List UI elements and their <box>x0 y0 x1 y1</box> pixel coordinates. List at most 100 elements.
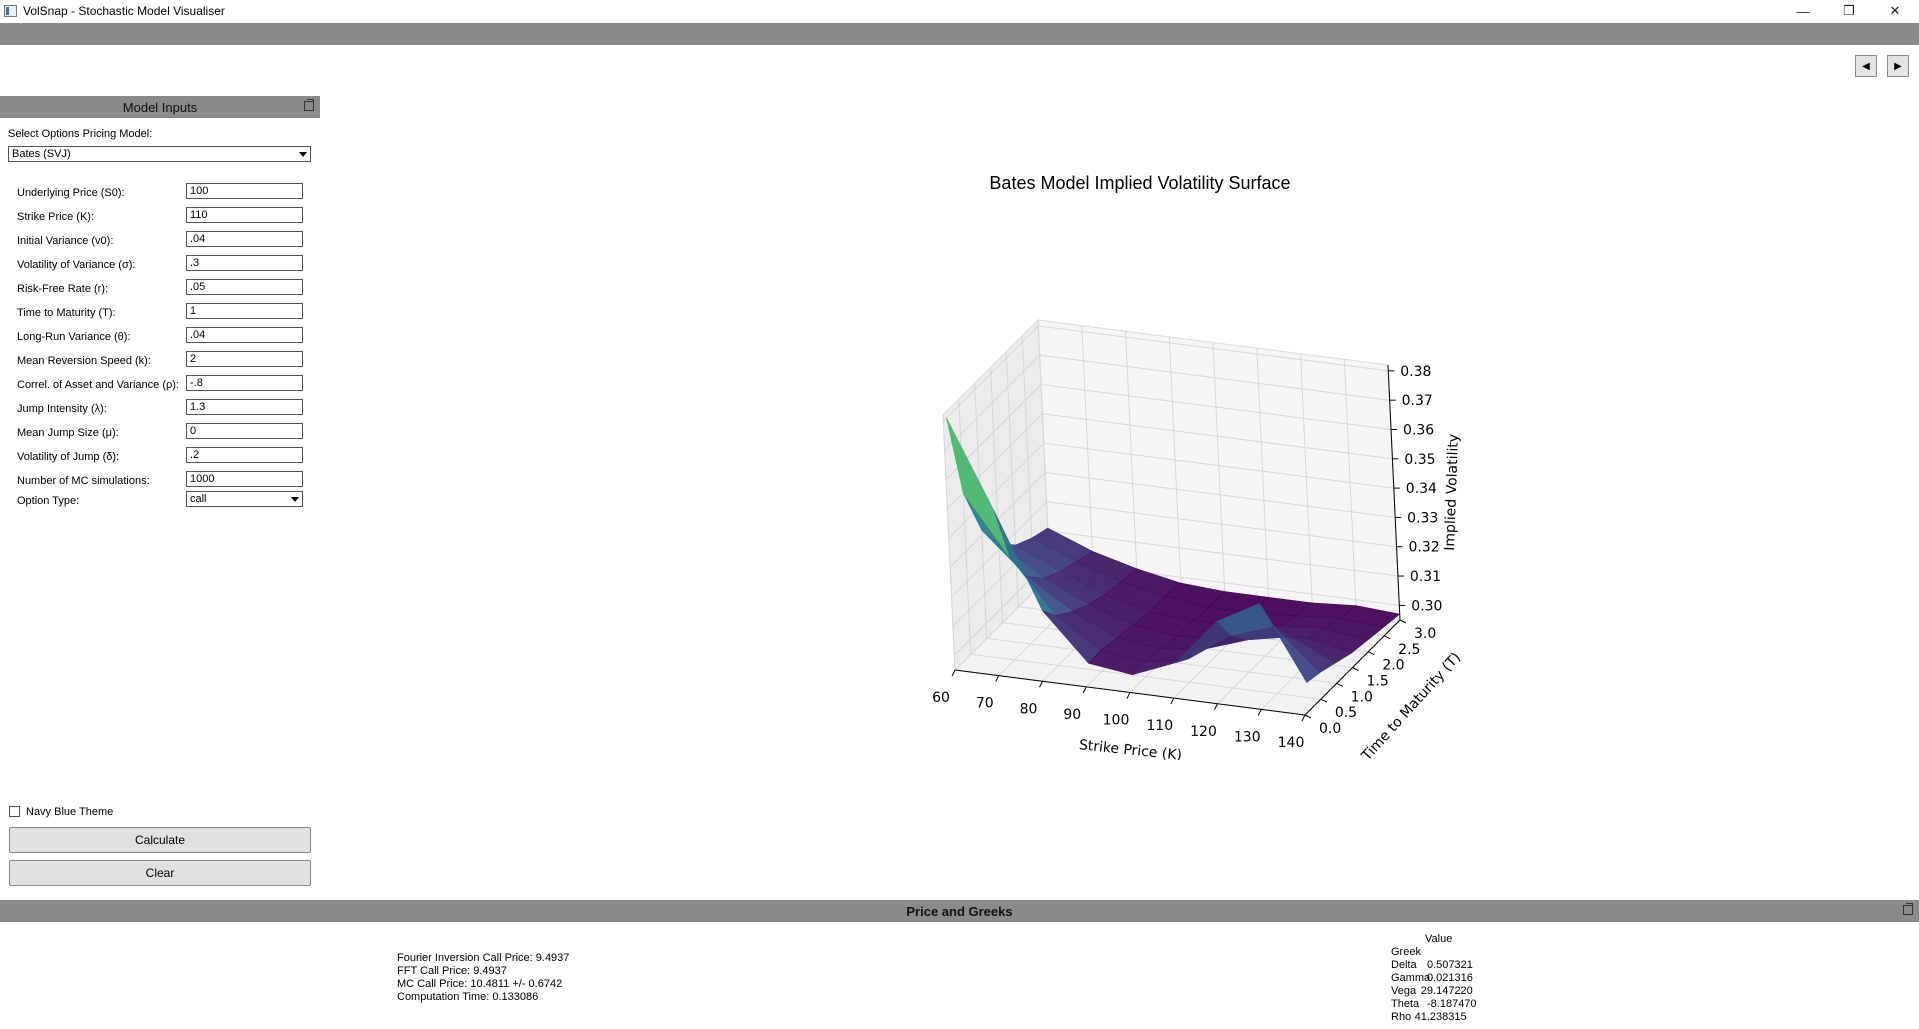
param-label: Time to Maturity (T): <box>17 307 116 319</box>
y-tick-label: 3.0 <box>1414 626 1436 642</box>
z-gridline <box>947 413 1393 510</box>
param-input[interactable]: 1000 <box>186 471 303 487</box>
chevron-down-icon <box>299 152 307 157</box>
param-label: Initial Variance (v0): <box>17 235 114 247</box>
y-tick <box>1336 682 1343 687</box>
z-gridline <box>944 354 1390 451</box>
x-tick <box>995 675 1000 682</box>
z-axis-label: Implied Volatility <box>1442 434 1462 551</box>
param-input[interactable]: 1 <box>186 303 303 319</box>
greek-value: 0.021316 <box>1427 972 1473 984</box>
x-tick-label: 100 <box>1103 713 1130 729</box>
option-type-select[interactable]: call <box>186 491 303 507</box>
x-tick <box>1214 703 1218 710</box>
model-select[interactable]: Bates (SVJ) <box>8 146 311 162</box>
y-tick-label: 1.5 <box>1367 674 1389 690</box>
z-gridline <box>949 471 1396 568</box>
forward-button[interactable]: ▶ <box>1887 55 1909 77</box>
close-button[interactable]: ✕ <box>1889 3 1901 18</box>
z-tick-label: 0.38 <box>1400 364 1431 380</box>
y-tick <box>1368 651 1375 656</box>
back-button[interactable]: ◀ <box>1855 55 1877 77</box>
y-tick <box>1320 698 1328 703</box>
navy-theme-checkbox[interactable] <box>9 806 20 817</box>
x-tick-label: 70 <box>976 696 994 712</box>
calculate-button[interactable]: Calculate <box>9 827 311 853</box>
z-tick-label: 0.30 <box>1411 598 1442 614</box>
y-tick-label: 1.0 <box>1351 689 1373 705</box>
model-inputs-title: Model Inputs <box>122 99 198 115</box>
z-tick-label: 0.32 <box>1409 540 1440 556</box>
model-select-label: Select Options Pricing Model: <box>8 128 153 140</box>
param-label: Mean Jump Size (μ): <box>17 427 119 439</box>
x-tick-label: 120 <box>1190 724 1217 740</box>
param-label: Underlying Price (S0): <box>17 187 125 199</box>
z-axis-line <box>1387 364 1401 621</box>
param-input[interactable]: .04 <box>186 231 303 247</box>
param-label: Strike Price (K): <box>17 211 95 223</box>
greek-value: 41.238315 <box>1414 1011 1467 1023</box>
greek-name: Theta <box>1391 998 1420 1010</box>
param-input[interactable]: 2 <box>186 351 303 367</box>
price-greeks-title: Price and Greeks <box>906 903 1013 919</box>
y-tick-label: 0.0 <box>1319 721 1341 737</box>
chevron-down-icon <box>291 497 299 502</box>
price-greeks-header: Price and Greeks <box>0 900 1919 922</box>
z-tick-label: 0.33 <box>1407 510 1438 526</box>
param-label: Risk-Free Rate (r): <box>17 283 109 295</box>
z-gridline <box>942 325 1389 422</box>
model-inputs-header: Model Inputs <box>0 96 320 118</box>
greeks-value-header: Value <box>1425 933 1453 945</box>
greek-name: Delta <box>1391 959 1417 971</box>
y-gridline <box>974 383 1337 684</box>
z-gridline <box>945 383 1392 480</box>
y-tick-label: 2.5 <box>1398 642 1420 658</box>
x-tick <box>1257 709 1262 716</box>
option-type-value: call <box>190 493 207 505</box>
menu-bar <box>0 23 1919 45</box>
fft-price: FFT Call Price: 9.4937 <box>397 965 507 977</box>
param-input[interactable]: 100 <box>186 183 303 199</box>
float-panel-icon[interactable] <box>1903 903 1913 915</box>
x-tick-label: 60 <box>932 690 950 706</box>
z-tick-label: 0.36 <box>1403 422 1434 438</box>
param-label: Mean Reversion Speed (k): <box>17 355 151 367</box>
param-input[interactable]: -.8 <box>186 375 303 391</box>
param-input[interactable]: .3 <box>186 255 303 271</box>
param-input[interactable]: .05 <box>186 279 303 295</box>
z-tick-label: 0.34 <box>1406 481 1437 497</box>
option-type-label: Option Type: <box>17 495 80 507</box>
greek-name: Gamma <box>1391 972 1431 984</box>
y-axis-label: Time to Maturity (T) <box>1358 650 1464 760</box>
x-tick-label: 80 <box>1020 701 1038 717</box>
chart-title: Bates Model Implied Volatility Surface <box>989 173 1291 193</box>
float-panel-icon[interactable] <box>304 99 314 111</box>
param-input[interactable]: 0 <box>186 423 303 439</box>
y-tick <box>1352 667 1359 671</box>
x-tick <box>951 669 956 677</box>
param-label: Volatility of Variance (σ): <box>17 259 136 271</box>
x-tick <box>1039 681 1043 688</box>
param-input[interactable]: 1.3 <box>186 399 303 415</box>
param-input[interactable]: 110 <box>186 207 303 223</box>
greek-name: Vega <box>1391 985 1417 997</box>
x-tick-label: 90 <box>1063 707 1081 723</box>
x-tick-label: 140 <box>1278 735 1305 751</box>
param-input[interactable]: .2 <box>186 447 303 463</box>
minimize-button[interactable]: — <box>1796 3 1810 19</box>
greek-value: 0.507321 <box>1427 959 1473 971</box>
fourier-price: Fourier Inversion Call Price: 9.4937 <box>397 952 570 964</box>
maximize-button[interactable]: ❐ <box>1843 3 1855 18</box>
mc-price: MC Call Price: 10.4811 +/- 0.6742 <box>397 978 563 990</box>
param-label: Correl. of Asset and Variance (ρ): <box>17 379 179 391</box>
window-title: VolSnap - Stochastic Model Visualiser <box>23 4 225 18</box>
clear-button[interactable]: Clear <box>9 860 311 886</box>
surface-patch <box>1259 603 1321 683</box>
param-input[interactable]: .04 <box>186 327 303 343</box>
y-tick-label: 0.5 <box>1335 705 1357 721</box>
param-label: Jump Intensity (λ): <box>17 403 107 415</box>
y-tick-label: 2.0 <box>1382 658 1404 674</box>
z-tick-label: 0.37 <box>1402 393 1433 409</box>
y-gridline <box>990 367 1353 668</box>
iv-surface-chart: 60 70 80 90 100 110 120 130 140 0.00.51.01.52.02.… <box>932 318 1464 760</box>
